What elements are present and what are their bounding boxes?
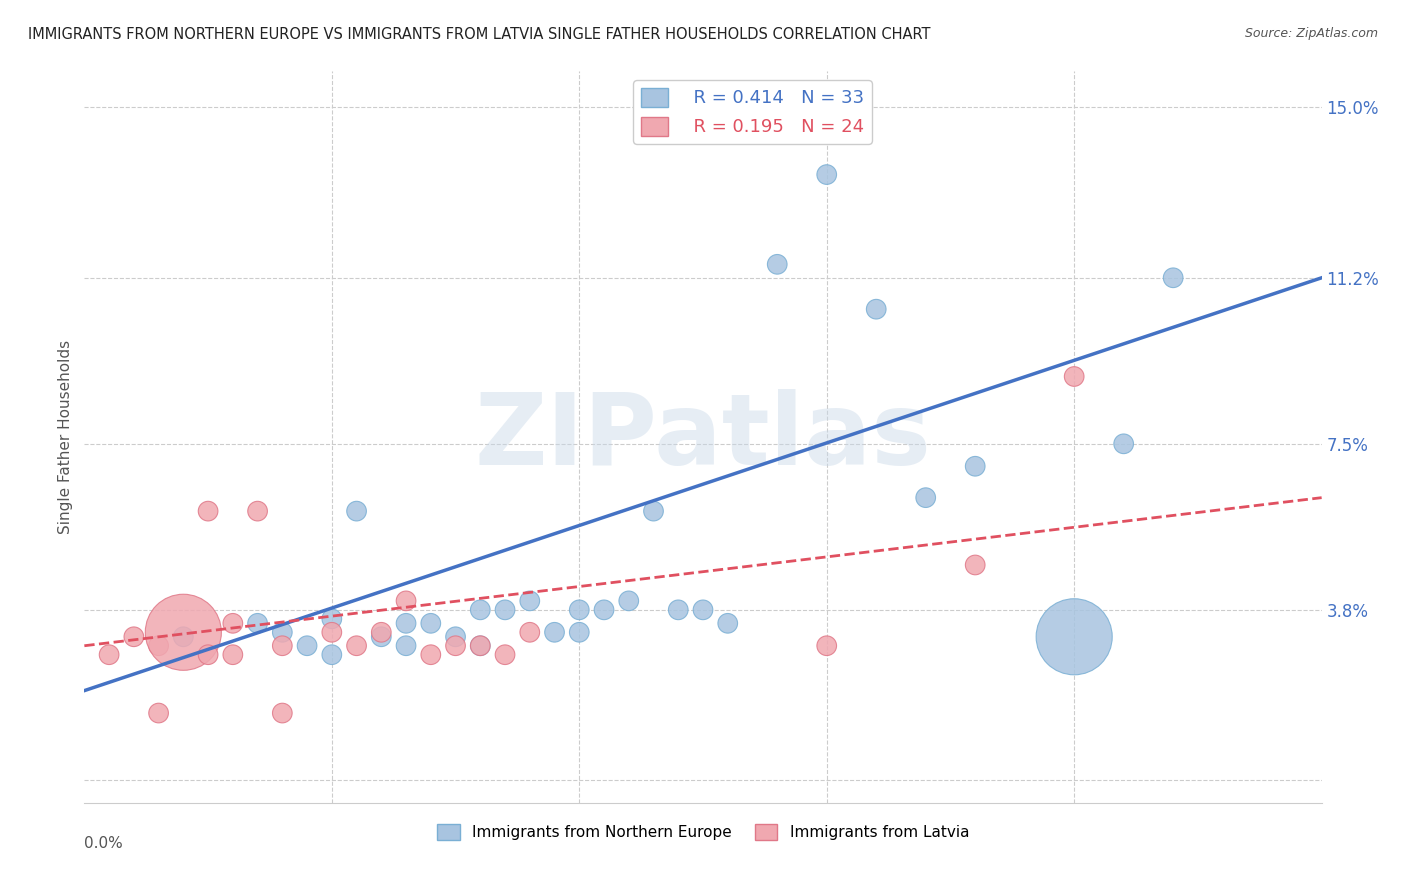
Point [815, 639, 838, 653]
Point [148, 639, 170, 653]
Point [246, 616, 269, 631]
Point [419, 648, 441, 662]
Point [419, 616, 441, 631]
Point [494, 603, 516, 617]
Point [271, 639, 294, 653]
Text: ZIPatlas: ZIPatlas [475, 389, 931, 485]
Point [593, 603, 616, 617]
Point [271, 625, 294, 640]
Point [172, 630, 194, 644]
Point [122, 630, 145, 644]
Point [370, 625, 392, 640]
Point [965, 558, 987, 572]
Legend: Immigrants from Northern Europe, Immigrants from Latvia: Immigrants from Northern Europe, Immigra… [430, 818, 976, 847]
Point [766, 257, 789, 271]
Point [617, 594, 640, 608]
Point [1063, 630, 1085, 644]
Point [222, 648, 245, 662]
Point [643, 504, 665, 518]
Point [444, 630, 467, 644]
Point [197, 648, 219, 662]
Point [172, 625, 194, 640]
Point [914, 491, 936, 505]
Text: IMMIGRANTS FROM NORTHERN EUROPE VS IMMIGRANTS FROM LATVIA SINGLE FATHER HOUSEHOL: IMMIGRANTS FROM NORTHERN EUROPE VS IMMIG… [28, 27, 931, 42]
Point [271, 706, 294, 720]
Point [568, 625, 591, 640]
Text: Source: ZipAtlas.com: Source: ZipAtlas.com [1244, 27, 1378, 40]
Point [370, 630, 392, 644]
Point [470, 603, 492, 617]
Point [519, 625, 541, 640]
Point [246, 504, 269, 518]
Point [1063, 369, 1085, 384]
Y-axis label: Single Father Households: Single Father Households [58, 340, 73, 534]
Point [346, 639, 368, 653]
Point [494, 648, 516, 662]
Point [148, 706, 170, 720]
Point [1112, 437, 1135, 451]
Point [568, 603, 591, 617]
Text: 0.0%: 0.0% [84, 836, 124, 851]
Point [222, 616, 245, 631]
Point [717, 616, 740, 631]
Point [395, 639, 418, 653]
Point [519, 594, 541, 608]
Point [98, 648, 121, 662]
Point [321, 612, 343, 626]
Point [965, 459, 987, 474]
Point [815, 168, 838, 182]
Point [666, 603, 689, 617]
Point [470, 639, 492, 653]
Point [444, 639, 467, 653]
Point [346, 504, 368, 518]
Point [692, 603, 714, 617]
Point [295, 639, 318, 653]
Point [470, 639, 492, 653]
Point [1161, 270, 1184, 285]
Point [543, 625, 565, 640]
Point [321, 648, 343, 662]
Point [865, 302, 887, 317]
Point [395, 616, 418, 631]
Point [197, 504, 219, 518]
Point [321, 625, 343, 640]
Point [395, 594, 418, 608]
